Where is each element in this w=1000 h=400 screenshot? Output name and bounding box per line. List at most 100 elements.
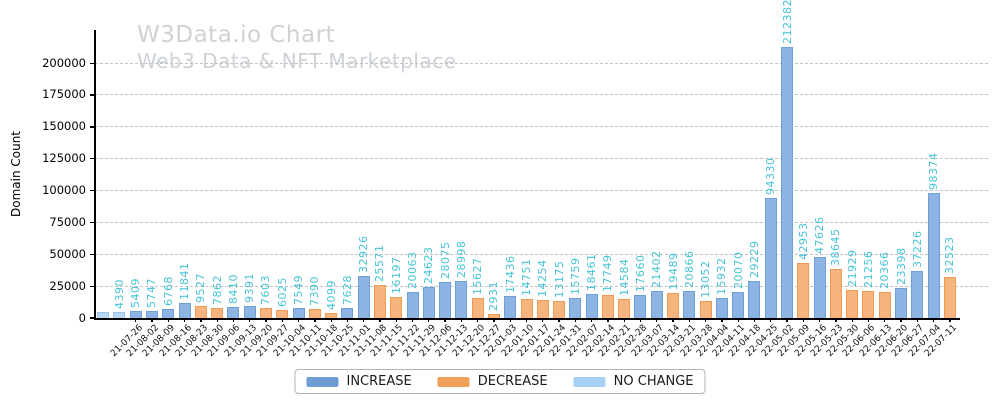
bar-22-04-25 xyxy=(764,197,777,318)
y-tick-mark xyxy=(90,221,94,224)
bar-22-05-09 xyxy=(797,263,810,318)
bar-21-12-20 xyxy=(471,298,484,318)
legend-swatch-increase xyxy=(306,376,339,387)
x-tick-mark xyxy=(591,318,593,322)
bar-21-08-16 xyxy=(178,302,191,318)
x-tick-mark xyxy=(607,318,609,322)
x-tick-mark xyxy=(835,318,837,322)
x-tick-mark xyxy=(623,318,625,322)
bar-value-label: 25571 xyxy=(373,244,387,283)
legend-item-decrease: DECREASE xyxy=(437,374,548,389)
y-tick-mark xyxy=(90,62,94,64)
y-tick-label: 150000 xyxy=(42,119,86,134)
x-tick-mark xyxy=(183,318,186,322)
y-tick-label: 200000 xyxy=(42,55,86,70)
y-tick-mark xyxy=(90,158,94,160)
bar-21-11-01 xyxy=(357,276,370,318)
x-tick-mark xyxy=(721,318,723,322)
x-tick-mark xyxy=(509,318,511,322)
bar-value-label: 14584 xyxy=(617,258,631,297)
y-tick-mark xyxy=(90,189,94,192)
bar-value-label: 37226 xyxy=(910,230,924,268)
legend-label-decrease: DECREASE xyxy=(477,374,548,389)
bar-value-label: 47626 xyxy=(813,216,827,255)
bar-21-10-18 xyxy=(325,312,338,318)
x-tick-mark xyxy=(737,318,739,322)
bar-21-12-27 xyxy=(487,314,500,318)
bar-value-label: 14751 xyxy=(520,258,533,297)
bar-22-07-04 xyxy=(927,192,940,318)
bar-value-label: 21929 xyxy=(845,249,859,288)
bar-22-02-07 xyxy=(585,294,598,318)
bar-22-02-21 xyxy=(618,299,631,318)
gridline xyxy=(95,189,988,191)
bar-21-11-29 xyxy=(422,286,435,318)
gridline xyxy=(95,126,988,128)
bar-value-label: 15759 xyxy=(568,257,582,295)
legend-label-increase: INCREASE xyxy=(346,374,412,389)
y-tick-mark xyxy=(90,285,94,287)
x-tick-mark xyxy=(884,318,886,322)
bar-value-label: 17660 xyxy=(633,254,647,293)
x-tick-mark xyxy=(493,318,495,322)
bar-value-label: 11841 xyxy=(178,262,192,300)
y-tick-label: 175000 xyxy=(42,87,86,102)
bar-22-01-03 xyxy=(504,295,517,318)
bar-value-label: 29229 xyxy=(747,240,761,278)
x-tick-mark xyxy=(867,318,870,322)
bar-21-07-26 xyxy=(129,311,142,318)
y-tick-mark xyxy=(90,94,94,96)
bar-21-10-04 xyxy=(292,308,305,318)
bar-22-04-04 xyxy=(715,297,728,318)
x-tick-mark xyxy=(135,318,137,322)
bar-22-02-14 xyxy=(601,295,614,318)
y-tick-mark xyxy=(90,126,94,128)
bar-value-label: 20366 xyxy=(878,251,892,290)
bar-21-08-30 xyxy=(211,307,224,318)
bar-21-10-11 xyxy=(308,308,321,318)
bar-value-label: 28075 xyxy=(438,241,452,280)
bar-21-12-13 xyxy=(455,281,468,318)
x-tick-mark xyxy=(770,318,772,322)
x-tick-mark xyxy=(786,318,788,322)
gridline xyxy=(95,253,988,255)
bar-21-09-06 xyxy=(227,307,240,318)
bar-22-04-18 xyxy=(748,280,761,318)
x-tick-mark xyxy=(346,318,349,322)
x-tick-mark xyxy=(330,318,332,322)
x-tick-mark xyxy=(167,318,169,322)
x-tick-mark xyxy=(949,318,951,322)
chart-watermark-title: W3Data.io Chart xyxy=(137,22,336,48)
x-tick-mark xyxy=(314,318,316,322)
bar-value-label: 20063 xyxy=(406,251,420,290)
x-tick-mark xyxy=(363,318,365,322)
legend-swatch-decrease xyxy=(437,376,470,387)
y-axis-spine xyxy=(94,30,96,319)
x-tick-mark xyxy=(705,318,707,322)
bar-22-06-13 xyxy=(878,292,891,318)
bar-21-08-02 xyxy=(145,310,158,318)
bar-value-label: 9391 xyxy=(243,273,257,304)
x-tick-mark xyxy=(281,318,283,322)
gridline xyxy=(95,285,988,287)
bar-21-09-27 xyxy=(276,310,289,318)
y-tick-label: 50000 xyxy=(49,246,86,261)
x-tick-mark xyxy=(542,318,544,322)
bar-value-label: 13175 xyxy=(552,260,566,299)
bar-value-label: 28998 xyxy=(454,240,468,279)
bar-value-label: 8410 xyxy=(226,274,240,305)
x-tick-mark xyxy=(753,318,756,322)
bar-value-label: 7603 xyxy=(259,275,273,306)
x-tick-mark xyxy=(574,318,577,322)
bar-22-01-31 xyxy=(569,297,582,318)
bar-value-label: 24623 xyxy=(422,246,436,284)
bar-extra xyxy=(113,312,126,318)
x-tick-mark xyxy=(851,318,853,322)
bar-value-label: 5747 xyxy=(145,277,159,308)
bar-22-06-27 xyxy=(911,270,924,318)
bar-value-label: 14254 xyxy=(536,259,550,297)
x-tick-mark xyxy=(200,318,202,322)
bar-22-01-10 xyxy=(520,299,533,318)
bar-value-label: 21402 xyxy=(650,250,664,288)
